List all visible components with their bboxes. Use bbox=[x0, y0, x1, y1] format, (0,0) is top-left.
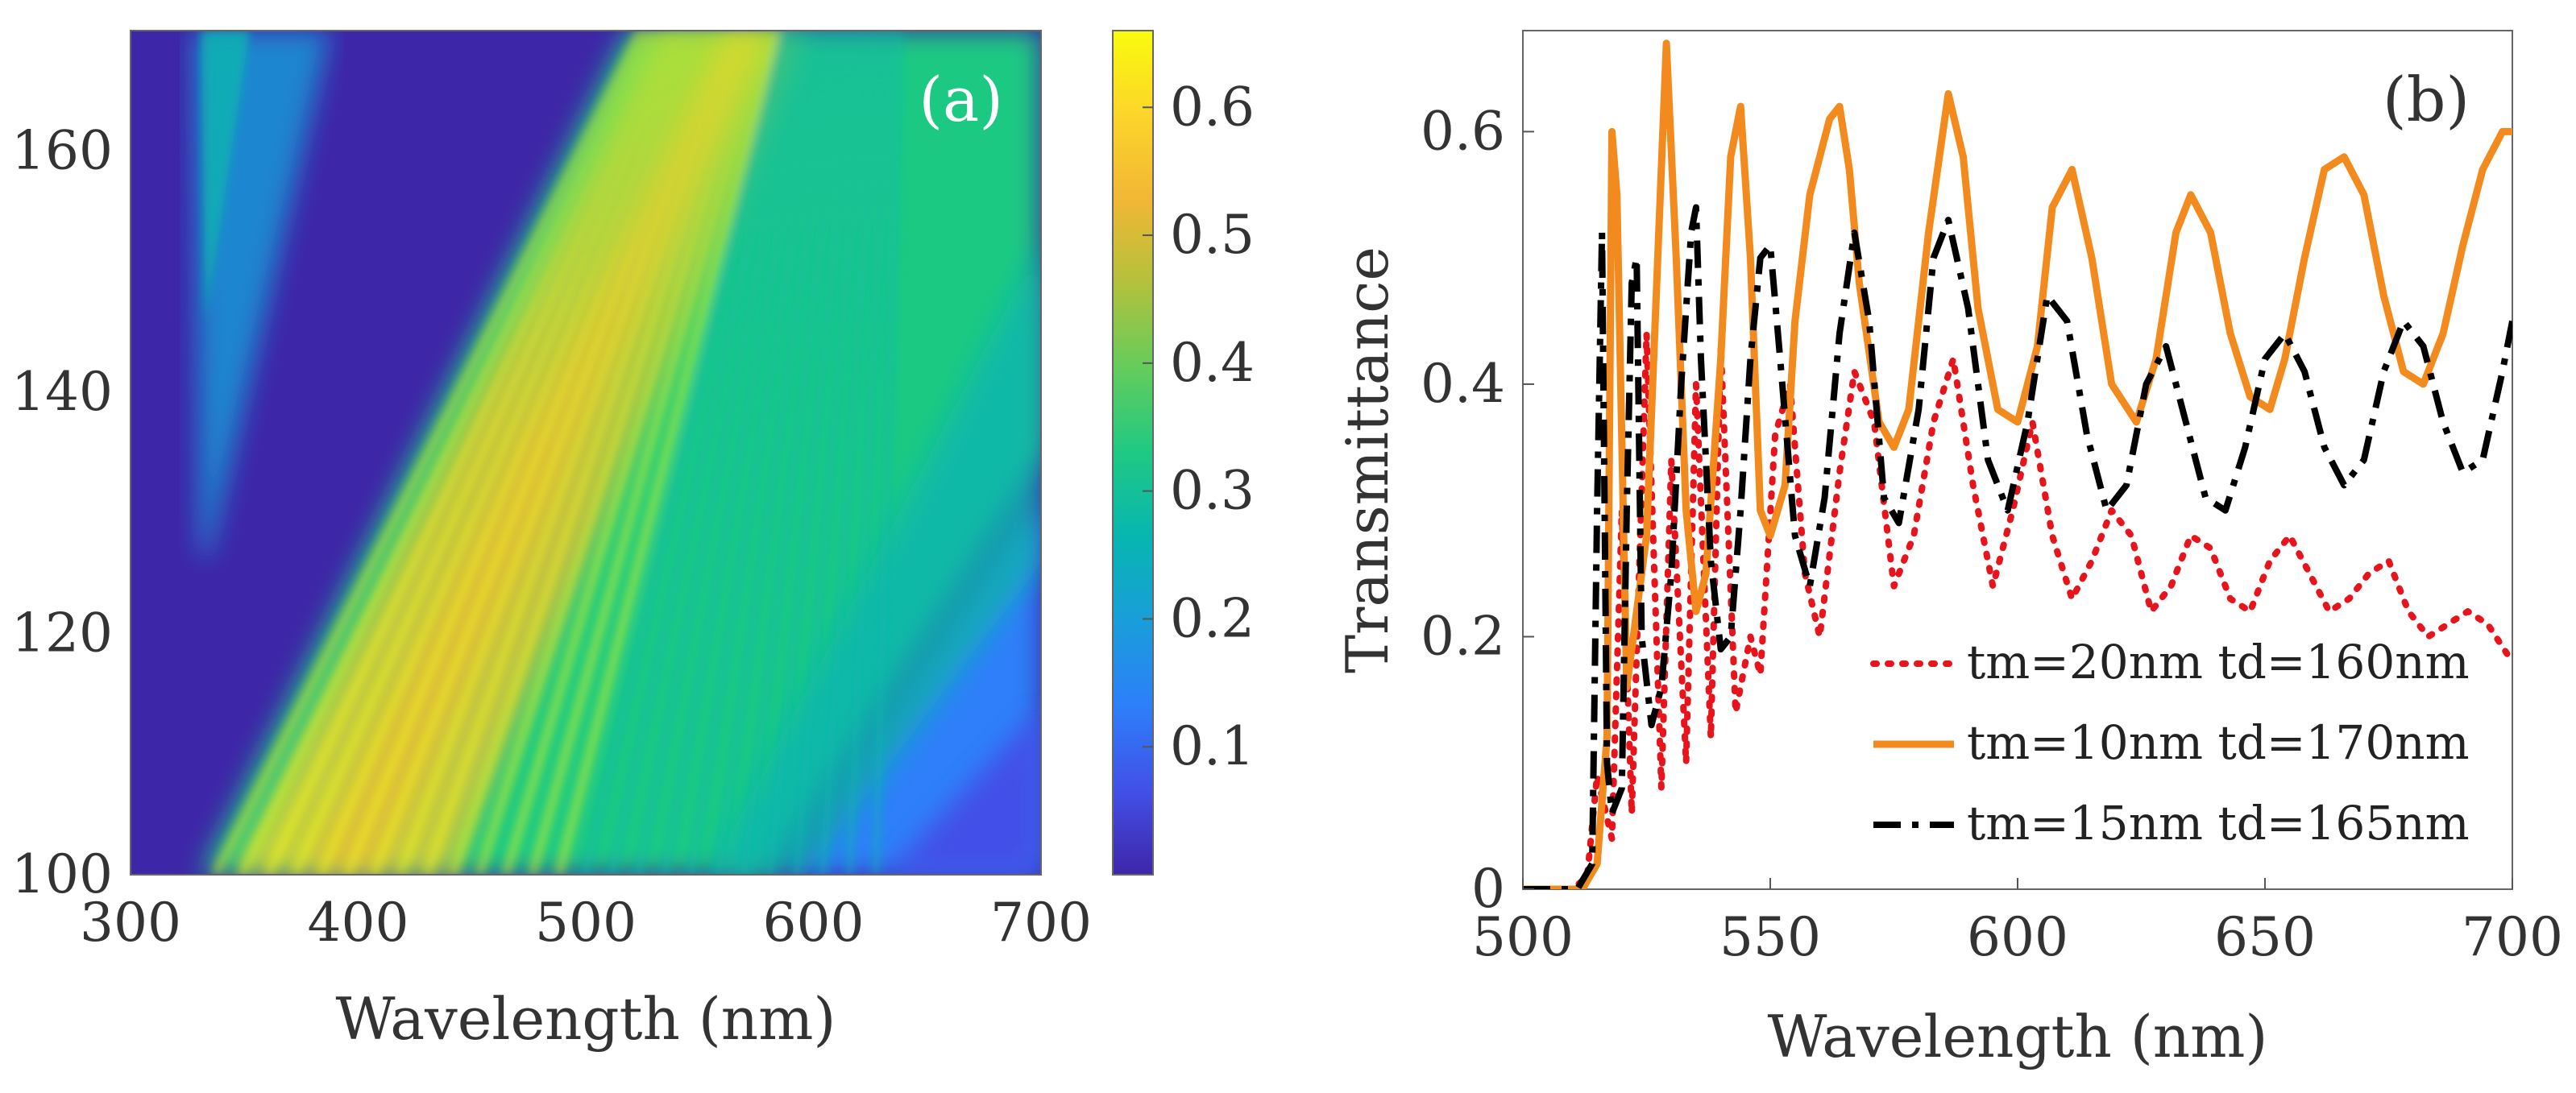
heatmap-panel: 300 400 500 600 700 100 120 140 160 Wavelength (… bbox=[11, 30, 1255, 1053]
heatmap-x-tick: 700 bbox=[990, 892, 1092, 954]
colorbar-tick-label: 0.2 bbox=[1170, 587, 1255, 649]
heatmap-stripe bbox=[211, 31, 645, 875]
heatmap-stripe bbox=[687, 31, 831, 875]
series-line-3 bbox=[1523, 204, 2512, 889]
heatmap-stripe bbox=[819, 31, 882, 875]
heatmap-stripe bbox=[740, 31, 851, 875]
line-y-label: Transmittance bbox=[1334, 246, 1401, 673]
line-x-label: Wavelength (nm) bbox=[1767, 1003, 2267, 1070]
heatmap-stripe bbox=[554, 31, 779, 875]
line-x-tick: 550 bbox=[1719, 906, 1821, 968]
heatmap-stripe bbox=[845, 31, 893, 875]
line-panel: 500 550 600 650 700 0 0.2 0.4 0.6 Wavelength (nm… bbox=[1334, 30, 2563, 1070]
heatmap-axes: 300 400 500 600 700 100 120 140 160 bbox=[11, 120, 1092, 954]
panel-label-b: (b) bbox=[2383, 64, 2470, 135]
heatmap-y-tick: 160 bbox=[11, 120, 113, 182]
legend-label: tm=15nm td=165nm bbox=[1967, 796, 2470, 851]
heatmap-image bbox=[131, 31, 1041, 875]
heatmap-stripe bbox=[660, 31, 820, 875]
legend: tm=20nm td=160nm tm=10nm td=170nm tm=15nm … bbox=[1870, 635, 2470, 851]
heatmap-x-tick: 500 bbox=[535, 892, 637, 954]
line-x-tick: 650 bbox=[2214, 906, 2316, 968]
heatmap-stripe bbox=[765, 31, 861, 875]
colorbar-tick-label: 0.1 bbox=[1170, 715, 1255, 777]
heatmap-y-tick: 100 bbox=[11, 843, 113, 905]
colorbar-tick-label: 0.6 bbox=[1170, 76, 1255, 138]
heatmap-x-tick: 600 bbox=[763, 892, 865, 954]
colorbar-tick-label: 0.5 bbox=[1170, 204, 1255, 266]
heatmap-stripe bbox=[370, 31, 707, 875]
line-series-group bbox=[1523, 39, 2512, 889]
heatmap-stripe bbox=[608, 31, 799, 875]
heatmap-stripe bbox=[290, 31, 675, 875]
heatmap-stripes bbox=[211, 31, 902, 875]
line-y-tick: 0.2 bbox=[1421, 605, 1505, 667]
heatmap-y-tick: 120 bbox=[11, 602, 113, 664]
line-y-tick: 0.6 bbox=[1421, 100, 1505, 162]
panel-label-a: (a) bbox=[919, 64, 1003, 135]
legend-label: tm=10nm td=170nm bbox=[1967, 715, 2470, 770]
heatmap-stripe bbox=[528, 31, 769, 875]
heatmap-x-tick: 400 bbox=[308, 892, 409, 954]
heatmap-stripe bbox=[317, 31, 686, 875]
line-x-tick: 700 bbox=[2462, 906, 2563, 968]
heatmap-stripe bbox=[792, 31, 872, 875]
line-y-tick: 0.4 bbox=[1421, 353, 1505, 415]
heatmap-stripe bbox=[502, 31, 758, 875]
heatmap-stripe bbox=[396, 31, 717, 875]
line-x-tick: 500 bbox=[1472, 906, 1574, 968]
colorbar-ticks: 0.1 0.2 0.3 0.4 0.5 0.6 bbox=[1143, 76, 1255, 777]
heatmap-stripe bbox=[264, 31, 666, 875]
series-line-2 bbox=[1523, 39, 2512, 889]
heatmap-stripe bbox=[475, 31, 748, 875]
heatmap-stripe bbox=[422, 31, 728, 875]
heatmap-stripe bbox=[449, 31, 737, 875]
heatmap-y-tick: 140 bbox=[11, 361, 113, 423]
line-y-tick: 0 bbox=[1471, 858, 1505, 920]
legend-label: tm=20nm td=160nm bbox=[1967, 635, 2470, 689]
heatmap-stripe bbox=[238, 31, 655, 875]
heatmap-x-tick: 300 bbox=[80, 892, 181, 954]
heatmap-stripe bbox=[343, 31, 696, 875]
heatmap-stripe bbox=[581, 31, 790, 875]
colorbar-gradient bbox=[1112, 30, 1154, 876]
line-axes: 500 550 600 650 700 0 0.2 0.4 0.6 bbox=[1421, 100, 2563, 968]
heatmap-stripe bbox=[713, 31, 841, 875]
line-x-tick: 600 bbox=[1967, 906, 2068, 968]
colorbar-tick-label: 0.3 bbox=[1170, 460, 1255, 522]
heatmap-stripe bbox=[872, 31, 902, 875]
heatmap-x-label: Wavelength (nm) bbox=[335, 985, 836, 1053]
colorbar-tick-label: 0.4 bbox=[1170, 332, 1255, 394]
heatmap-stripe bbox=[633, 31, 810, 875]
colorbar: 0.1 0.2 0.3 0.4 0.5 0.6 bbox=[1112, 30, 1255, 876]
